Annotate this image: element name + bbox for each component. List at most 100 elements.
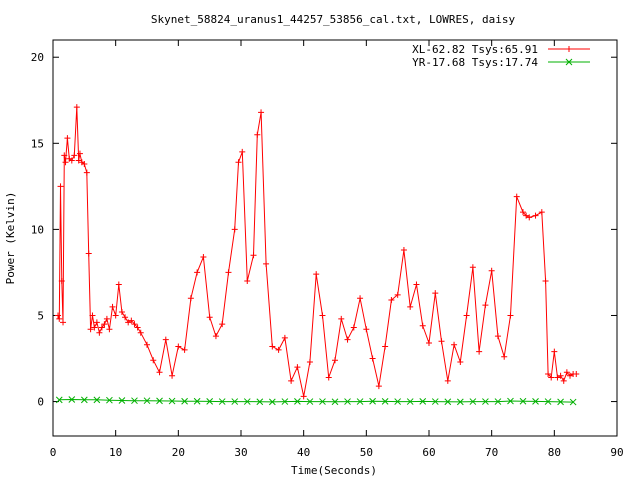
data-point <box>109 303 116 310</box>
data-point <box>382 343 389 350</box>
data-point <box>432 290 439 297</box>
data-point <box>250 252 257 259</box>
data-point <box>181 346 188 353</box>
data-point <box>451 341 458 348</box>
data-point <box>569 398 577 406</box>
data-point <box>81 160 88 167</box>
data-point <box>83 169 90 176</box>
data-point <box>106 396 113 404</box>
data-point <box>501 353 508 360</box>
data-point <box>156 369 163 376</box>
legend-label-yr: YR-17.68 Tsys:17.74 <box>412 56 538 69</box>
data-point <box>507 397 514 405</box>
data-point <box>256 398 264 406</box>
data-point <box>438 338 445 345</box>
data-point <box>125 319 132 326</box>
data-point <box>457 358 464 365</box>
data-point <box>128 317 135 324</box>
data-point <box>331 398 339 406</box>
data-point <box>225 269 232 276</box>
x-tick-label: 10 <box>109 446 122 459</box>
data-point <box>144 341 150 348</box>
data-point <box>519 397 527 405</box>
data-point <box>219 321 226 328</box>
series-yr <box>55 396 577 406</box>
data-point <box>567 372 573 379</box>
legend: XL-62.82 Tsys:65.91 YR-17.68 Tsys:17.74 <box>412 43 590 69</box>
data-point <box>363 326 370 333</box>
data-point <box>269 343 276 350</box>
data-point <box>275 346 282 353</box>
data-point <box>106 326 113 333</box>
data-point <box>134 324 141 331</box>
data-point <box>332 357 338 364</box>
data-point <box>369 355 376 362</box>
data-point <box>57 183 64 190</box>
data-point <box>419 398 427 405</box>
data-point <box>112 312 119 319</box>
data-point <box>294 364 301 371</box>
data-point <box>212 333 219 340</box>
data-point <box>231 398 239 405</box>
data-point <box>137 329 144 336</box>
data-point <box>545 371 552 378</box>
data-point <box>482 398 489 405</box>
data-point <box>115 281 122 288</box>
data-point <box>288 377 295 384</box>
data-point <box>375 383 382 390</box>
data-point <box>56 315 63 322</box>
x-tick-label: 50 <box>360 446 373 459</box>
data-point <box>544 398 552 405</box>
data-point <box>538 209 545 216</box>
series-layer <box>55 104 580 406</box>
legend-label-xl: XL-62.82 Tsys:65.91 <box>412 43 538 56</box>
y-axis-ticks: 0 5 10 15 20 <box>31 51 617 409</box>
data-point <box>557 372 564 379</box>
data-point <box>413 281 420 288</box>
data-point <box>60 319 67 326</box>
data-point <box>394 398 402 405</box>
data-point <box>193 397 201 405</box>
x-tick-label: 30 <box>234 446 247 459</box>
data-point <box>175 343 182 350</box>
data-point <box>456 398 464 406</box>
plot-frame <box>52 39 618 437</box>
data-point <box>325 374 332 381</box>
data-point <box>494 398 502 405</box>
y-tick-label: 0 <box>37 396 44 409</box>
data-point <box>507 312 514 319</box>
data-point <box>118 309 125 316</box>
series-line <box>57 107 577 397</box>
data-point <box>444 377 451 384</box>
data-point <box>150 357 157 364</box>
data-point <box>64 135 71 142</box>
data-point <box>469 264 476 271</box>
data-point <box>400 247 407 254</box>
data-point <box>187 295 194 302</box>
data-point <box>58 278 65 285</box>
data-point <box>96 329 103 336</box>
data-point <box>87 326 94 333</box>
x-tick-label: 0 <box>50 446 57 459</box>
chart-title: Skynet_58824_uranus1_44257_53856_cal.txt… <box>151 13 516 26</box>
data-point <box>281 398 289 405</box>
data-point <box>68 396 76 403</box>
data-point <box>169 372 176 379</box>
data-point <box>563 369 570 376</box>
data-point <box>243 398 251 405</box>
data-point <box>426 340 432 347</box>
data-point <box>444 398 452 406</box>
data-point <box>68 157 75 164</box>
x-tick-label: 90 <box>610 446 623 459</box>
data-point <box>268 398 276 406</box>
data-point <box>118 397 126 404</box>
data-point <box>406 398 414 405</box>
data-point <box>407 303 414 310</box>
data-point <box>532 212 539 219</box>
data-point <box>131 397 138 405</box>
data-point <box>61 152 68 159</box>
data-point <box>200 253 207 260</box>
data-point <box>319 312 326 319</box>
data-point <box>520 209 526 216</box>
